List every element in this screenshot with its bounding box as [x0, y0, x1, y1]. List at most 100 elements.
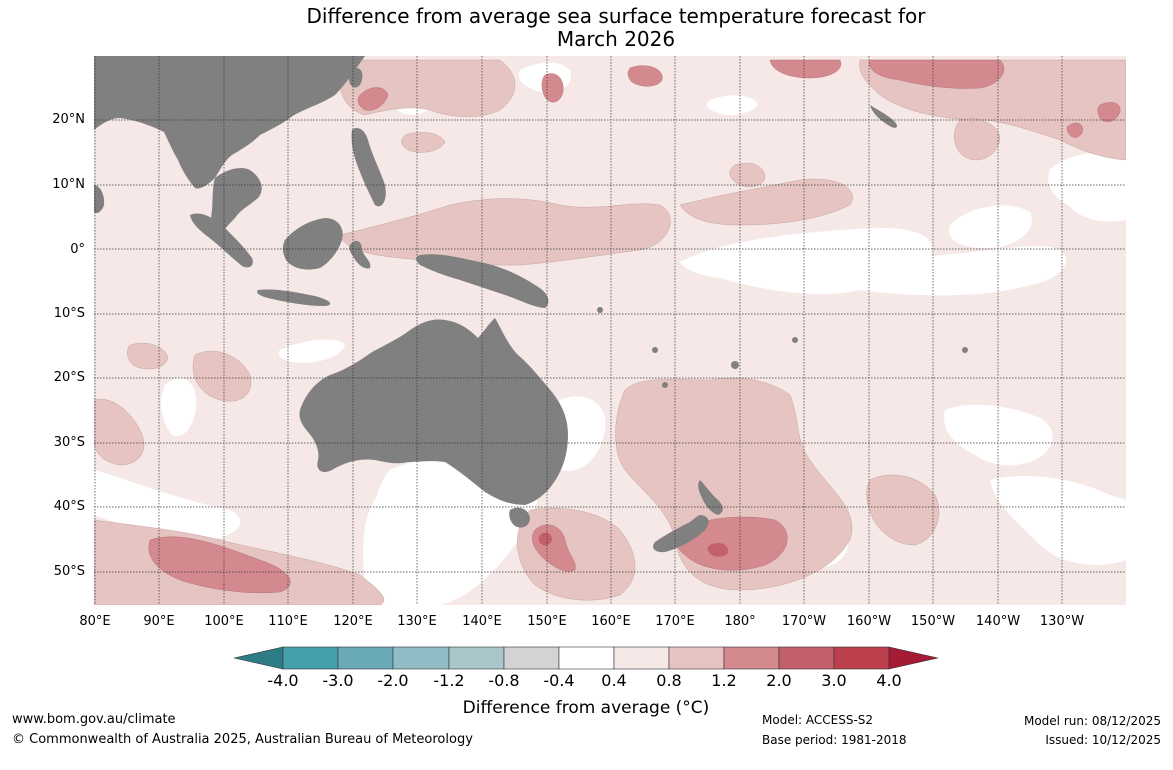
- lat-label-10s: 10°S: [53, 306, 85, 321]
- hawaii: [870, 105, 898, 128]
- island-solomons: [597, 307, 603, 313]
- west-indian-coast: [94, 185, 105, 214]
- warm1-indian-small: [127, 342, 169, 370]
- warm2-far-east-2: [1097, 102, 1121, 123]
- warm2-north-pacific-west-1: [627, 65, 663, 87]
- lat-label-40s: 40°S: [53, 499, 85, 514]
- warm1-southeast-pacific: [866, 474, 940, 546]
- colorbar-segment: [503, 646, 560, 670]
- colorbar-segment: [613, 646, 670, 670]
- footer-model-run: Model run: 08/12/2025: [1023, 714, 1161, 728]
- lat-label-20s: 20°S: [53, 370, 85, 385]
- colorbar-extend-high: [888, 646, 939, 670]
- island-tahiti: [962, 347, 968, 353]
- colorbar-tick: -3.0: [322, 671, 354, 690]
- island-fiji: [731, 361, 739, 369]
- title-line-1: Difference from average sea surface temp…: [306, 4, 926, 28]
- warm3-tasman: [538, 532, 552, 546]
- lat-label-20n: 20°N: [52, 112, 85, 127]
- warm2-north-pacific-center: [769, 59, 842, 79]
- graticule-lines: [94, 56, 1126, 605]
- borneo: [282, 218, 343, 270]
- colorbar-tick: 3.0: [821, 671, 847, 690]
- neutral-zone-east-pacific-north: [1048, 153, 1126, 222]
- tasmania: [509, 507, 530, 528]
- lat-label-0: 0°: [70, 242, 85, 257]
- colorbar-segment: [337, 646, 394, 670]
- java: [257, 289, 331, 306]
- map-area: [94, 56, 1126, 605]
- lon-label-150w: 150°W: [910, 614, 956, 629]
- warm1-east-of-philippines: [401, 132, 446, 153]
- warm1-indian-west: [94, 398, 145, 466]
- footer-website: www.bom.gov.au/climate: [12, 712, 176, 727]
- warm2-north-pacific-east: [869, 59, 1005, 89]
- warm2-east-of-taiwan: [357, 87, 389, 111]
- colorbar-segment: [833, 646, 890, 670]
- colorbar-segment: [778, 646, 835, 670]
- colorbar-tick: 0.4: [601, 671, 627, 690]
- colorbar-tick: -2.0: [377, 671, 409, 690]
- warm1-north-central-pacific: [679, 178, 853, 226]
- colorbar-tick: -1.2: [433, 671, 465, 690]
- lat-label-10n: 10°N: [52, 177, 85, 192]
- warm1-north-central: [729, 162, 766, 188]
- colorbar-tick: -0.8: [488, 671, 520, 690]
- neutral-zone-equatorial-pacific: [680, 227, 1066, 296]
- warm-anomaly-level-3: [538, 532, 729, 557]
- asia-mainland: [94, 56, 365, 189]
- taiwan: [348, 68, 363, 88]
- lon-label-90e: 90°E: [143, 614, 175, 629]
- warm1-indian-central: [192, 350, 252, 402]
- colorbar-tick: 0.8: [656, 671, 682, 690]
- lon-label-140w: 140°W: [975, 614, 1021, 629]
- colorbar-segment: [668, 646, 725, 670]
- warm2-far-east: [1066, 122, 1083, 138]
- lon-label-170w: 170°W: [781, 614, 827, 629]
- colorbar-title: Difference from average (°C): [462, 698, 710, 718]
- small-islands: [597, 307, 968, 388]
- neutral-zone-east-pacific-mid: [949, 205, 1032, 249]
- colorbar-segment: [448, 646, 505, 670]
- lon-label-130w: 130°W: [1039, 614, 1085, 629]
- lat-label-30s: 30°S: [53, 435, 85, 450]
- title-line-2: March 2026: [556, 27, 676, 51]
- sumatra: [190, 213, 253, 268]
- footer-model: Model: ACCESS-S2: [762, 713, 874, 727]
- island-samoa: [792, 337, 798, 343]
- warm2-south-indian: [148, 536, 291, 594]
- lon-label-140e: 140°E: [462, 614, 502, 629]
- lon-label-100e: 100°E: [204, 614, 244, 629]
- neutral-zone-indian-ocean: [160, 377, 197, 436]
- footer-copyright: © Commonwealth of Australia 2025, Austra…: [12, 732, 473, 747]
- lon-label-160e: 160°E: [591, 614, 631, 629]
- lon-label-110e: 110°E: [268, 614, 308, 629]
- footer-issued: Issued: 10/12/2025: [1045, 733, 1161, 747]
- colorbar-tick: 2.0: [766, 671, 792, 690]
- colorbar-extend-low: [233, 646, 284, 670]
- lon-label-170e: 170°E: [655, 614, 695, 629]
- sulawesi: [349, 240, 371, 269]
- neutral-zone-indian-ocean-2: [278, 339, 345, 363]
- lon-label-80e: 80°E: [79, 614, 111, 629]
- lon-label-160w: 160°W: [846, 614, 892, 629]
- new-zealand-north: [698, 480, 723, 515]
- colorbar: [233, 646, 939, 670]
- colorbar-segment: [558, 646, 615, 670]
- lon-label-150e: 150°E: [527, 614, 567, 629]
- neutral-zone-se-pacific: [944, 404, 1053, 466]
- colorbar-tick: -4.0: [267, 671, 299, 690]
- footer-base-period: Base period: 1981-2018: [762, 733, 907, 747]
- colorbar-tick: 1.2: [711, 671, 737, 690]
- warm3-south-of-nz: [707, 542, 729, 557]
- colorbar-tick: 4.0: [876, 671, 902, 690]
- lon-label-120e: 120°E: [333, 614, 373, 629]
- island-vanuatu: [652, 347, 658, 353]
- ocean-background: [94, 56, 1126, 605]
- colorbar-tick: -0.4: [543, 671, 575, 690]
- island-new-caledonia: [662, 382, 668, 388]
- lon-label-180: 180°: [724, 614, 756, 629]
- colorbar-segment: [392, 646, 450, 670]
- neutral-zone-se-pacific-south: [990, 475, 1126, 565]
